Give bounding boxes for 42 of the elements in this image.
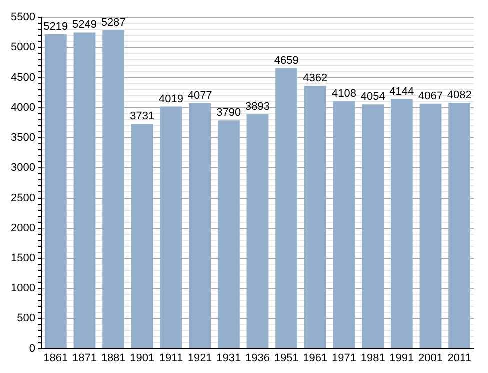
y-tick-label: 2000 [10, 222, 36, 234]
x-tick-label: 1921 [188, 352, 212, 364]
y-tick-label: 3000 [10, 162, 36, 174]
data-label: 4067 [418, 90, 443, 102]
data-label: 4362 [303, 72, 328, 85]
x-tick-label: 1951 [274, 352, 299, 364]
data-label: 5219 [44, 21, 68, 34]
y-tick-label: 1000 [10, 282, 36, 295]
x-tick-label: 2001 [418, 352, 443, 364]
x-tick-label: 1861 [44, 352, 68, 364]
data-label: 4659 [274, 54, 299, 67]
y-tick-label: 4000 [10, 102, 36, 114]
data-label: 3731 [130, 110, 155, 123]
x-tick-label: 1991 [390, 352, 414, 364]
data-label: 4108 [332, 88, 356, 100]
x-tick-label: 1981 [360, 352, 386, 364]
data-label: 3790 [216, 107, 242, 120]
x-tick-label: 1911 [159, 352, 184, 364]
x-tick-label: 1961 [303, 352, 328, 364]
y-tick-label: 5000 [10, 42, 36, 54]
y-tick-label: 5500 [10, 12, 36, 24]
data-label: 3893 [245, 100, 270, 113]
x-tick-label: 1931 [216, 352, 242, 364]
x-tick-label: 1936 [245, 352, 270, 364]
data-label: 4019 [158, 93, 184, 106]
y-tick-label: 3500 [10, 132, 36, 144]
y-tick-label: 500 [17, 312, 36, 325]
y-tick-label: 0 [29, 342, 36, 355]
x-tick-label: 2011 [448, 352, 472, 364]
x-tick-label: 1901 [130, 352, 155, 364]
y-tick-label: 2500 [10, 192, 36, 204]
x-tick-label: 1971 [332, 352, 356, 364]
data-label: 4144 [390, 86, 414, 98]
data-label: 4082 [447, 90, 472, 102]
data-label: 4054 [360, 91, 386, 104]
x-tick-label: 1881 [101, 352, 126, 364]
y-tick-label: 1500 [10, 252, 36, 265]
data-label: 5249 [72, 19, 97, 32]
x-tick-label: 1871 [72, 352, 97, 364]
data-label: 4077 [188, 90, 212, 102]
data-label: 5287 [101, 16, 126, 29]
y-tick-label: 4500 [10, 72, 36, 84]
